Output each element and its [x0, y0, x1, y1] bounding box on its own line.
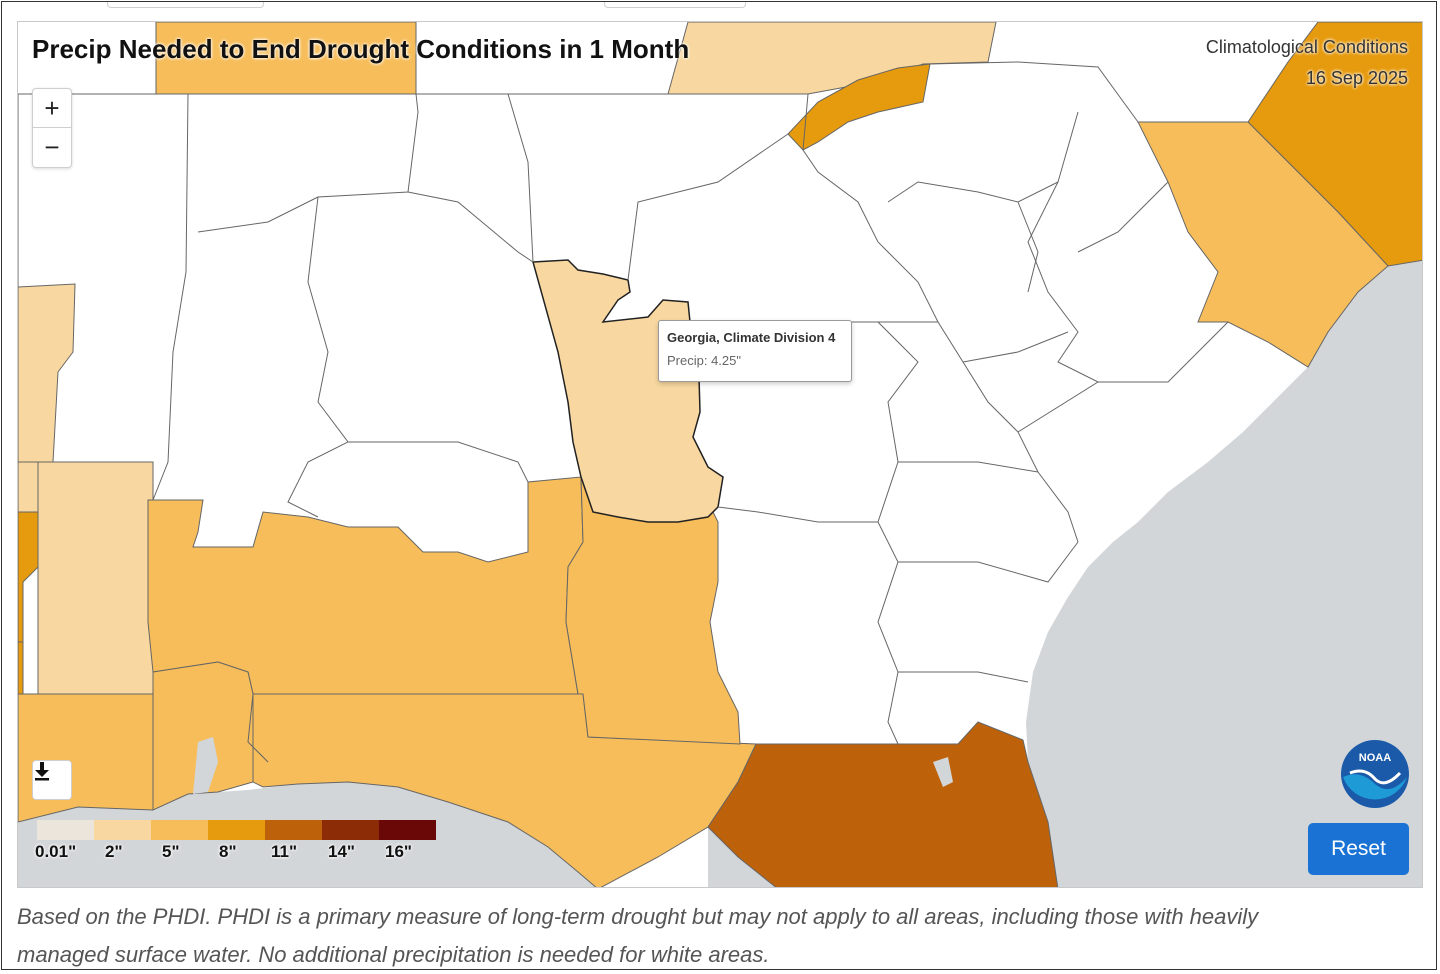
legend-label: 0.01"	[35, 842, 77, 861]
legend-swatch-1	[94, 820, 151, 840]
division-nc-coastal[interactable]	[1137, 121, 1389, 368]
caption-line-1: Based on the PHDI. PHDI is a primary mea…	[17, 904, 1259, 929]
tooltip-value: Precip: 4.25"	[667, 353, 741, 368]
legend-label: 8"	[219, 842, 237, 861]
legend-label: 11"	[271, 842, 298, 861]
inlet-mobile-bay	[193, 737, 218, 794]
division-ms-south[interactable]	[37, 461, 154, 695]
division-fl-north[interactable]	[707, 721, 1059, 888]
division-la-coast[interactable]	[18, 641, 24, 695]
legend-label: 2"	[105, 842, 123, 861]
drought-map[interactable]: Precip Needed to End Drought Conditions …	[17, 21, 1423, 888]
legend-label: 14"	[328, 842, 355, 861]
noaa-logo-text: NOAA	[1359, 752, 1391, 764]
division-ms-west[interactable]	[18, 283, 76, 463]
legend-swatch-6	[379, 820, 436, 840]
division-sc-mountain[interactable]	[787, 63, 931, 151]
zoom-in-button[interactable]: +	[44, 92, 60, 123]
tooltip-title: Georgia, Climate Division 4	[667, 330, 836, 345]
zoom-control: + −	[32, 88, 72, 168]
map-title: Precip Needed to End Drought Conditions …	[32, 34, 690, 64]
inlet-tampa	[933, 757, 953, 787]
division-al-southwest[interactable]	[147, 476, 584, 695]
legend-label: 16"	[385, 842, 412, 861]
zoom-out-button[interactable]: −	[33, 127, 71, 166]
noaa-logo-icon: NOAA	[1341, 740, 1409, 808]
map-meta: Climatological Conditions 16 Sep 2025	[1206, 32, 1408, 94]
meta-conditions: Climatological Conditions	[1205, 37, 1408, 57]
division-ms-coast[interactable]	[18, 693, 154, 823]
legend-bar	[37, 820, 457, 840]
division-regions[interactable]	[18, 22, 1423, 888]
caption-line-2: managed surface water. No additional pre…	[17, 942, 770, 967]
reset-button[interactable]: Reset	[1308, 823, 1409, 875]
top-tab[interactable]	[604, 2, 746, 8]
legend: 0.01" 2" 5" 8" 11" 14" 16"	[35, 820, 457, 866]
ocean-atlantic	[1026, 260, 1422, 887]
region-tooltip: Georgia, Climate Division 4 Precip: 4.25…	[658, 320, 852, 382]
download-icon	[35, 762, 49, 781]
legend-labels: 0.01" 2" 5" 8" 11" 14" 16"	[35, 842, 457, 866]
download-button[interactable]	[32, 760, 72, 800]
legend-swatch-3	[208, 820, 265, 840]
ocean-gulf-east	[708, 827, 776, 887]
legend-label: 5"	[162, 842, 180, 861]
legend-swatch-0	[37, 820, 94, 840]
caption: Based on the PHDI. PHDI is a primary mea…	[17, 898, 1417, 974]
map-svg[interactable]	[18, 22, 1423, 888]
division-boundaries	[18, 61, 1229, 763]
meta-date: 16 Sep 2025	[1305, 68, 1408, 88]
legend-swatch-4	[265, 820, 322, 840]
division-la-band[interactable]	[18, 511, 39, 643]
legend-swatch-5	[322, 820, 379, 840]
top-tab[interactable]	[107, 2, 264, 8]
division-la-east[interactable]	[18, 461, 39, 513]
legend-swatch-2	[151, 820, 208, 840]
